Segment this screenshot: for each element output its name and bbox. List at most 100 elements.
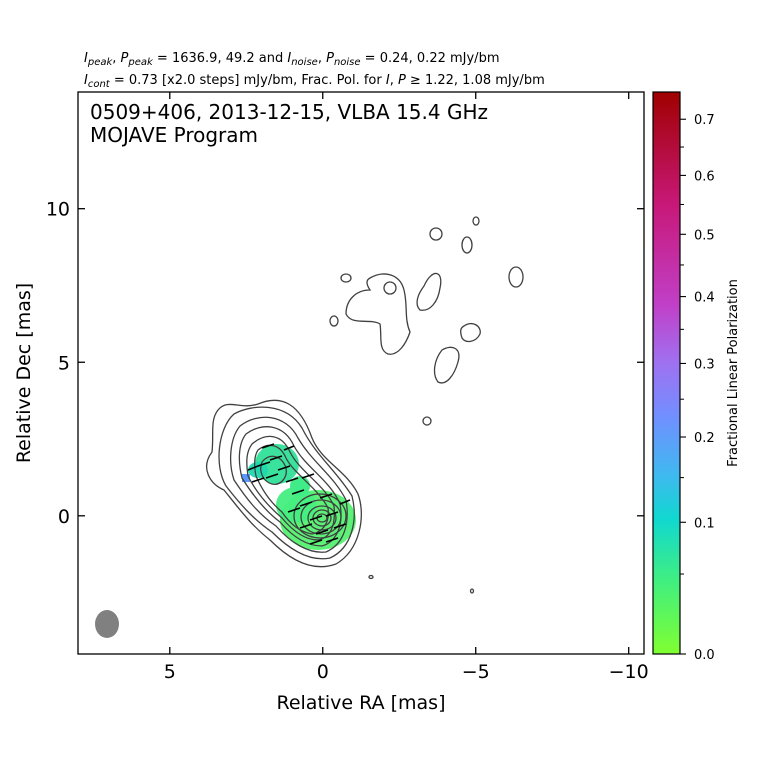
header-part: P bbox=[326, 51, 334, 66]
evpa-tick bbox=[325, 511, 339, 517]
colorbar-label: Fractional Linear Polarization bbox=[726, 279, 741, 467]
contour-blob-c bbox=[429, 227, 443, 241]
plot-title: 0509+406, 2013-12-15, VLBA 15.4 GHz bbox=[90, 100, 488, 124]
axis-ticks: 5 0 −5 −10 0 5 10 bbox=[46, 92, 649, 683]
contour-blob-h bbox=[329, 315, 339, 327]
header-part: peak bbox=[127, 57, 154, 68]
y-tick-label: 5 bbox=[58, 352, 70, 374]
evpa-tick bbox=[285, 477, 299, 483]
colorbar-ticks: 0.0 0.1 0.2 0.3 0.4 0.5 0.6 0.7 bbox=[680, 113, 715, 663]
evpa-tick bbox=[283, 445, 295, 451]
evpa-tick bbox=[291, 489, 305, 495]
evpa-tick bbox=[277, 465, 291, 471]
colorbar-tick-label: 0.3 bbox=[694, 357, 715, 372]
evpa-vectors bbox=[247, 443, 351, 545]
evpa-tick bbox=[299, 501, 313, 507]
contour-level-3 bbox=[229, 416, 348, 553]
evpa-tick bbox=[319, 493, 333, 499]
contour-blob-b bbox=[416, 272, 442, 311]
x-tick-label: 5 bbox=[164, 661, 176, 683]
colorbar-tick-label: 0.4 bbox=[694, 291, 715, 306]
evpa-tick bbox=[265, 473, 279, 479]
contour-blob-a bbox=[383, 281, 397, 295]
x-tick-label: 0 bbox=[317, 661, 329, 683]
contour-core-4 bbox=[312, 509, 332, 527]
header-part: = 1636.9, 49.2 and bbox=[153, 51, 288, 66]
header-part: cont bbox=[88, 79, 111, 90]
contour-level-2 bbox=[218, 406, 355, 560]
evpa-tick bbox=[251, 477, 265, 483]
header-part: P bbox=[121, 51, 129, 66]
contour-blob-i bbox=[460, 322, 481, 343]
evpa-tick bbox=[287, 507, 301, 513]
evpa-tick bbox=[315, 529, 329, 535]
evpa-tick bbox=[333, 523, 347, 529]
header-part: noise bbox=[334, 57, 361, 68]
contour-level-6 bbox=[254, 444, 329, 535]
contour-level-1 bbox=[206, 399, 362, 568]
x-axis-label: Relative RA [mas] bbox=[276, 692, 445, 714]
contour-blob-l bbox=[368, 574, 374, 580]
contour-core-1 bbox=[293, 493, 347, 539]
colorbar-tick-label: 0.7 bbox=[694, 113, 715, 128]
extended-emission-contours bbox=[329, 216, 524, 594]
evpa-tick bbox=[309, 515, 323, 521]
header-part: , bbox=[390, 73, 398, 88]
contour-blob-e bbox=[472, 216, 480, 226]
plot-subtitle: MOJAVE Program bbox=[90, 123, 258, 147]
header-line-1: Ipeak, Ppeak = 1636.9, 49.2 and Inoise, … bbox=[84, 51, 499, 68]
y-tick-label: 10 bbox=[46, 199, 70, 221]
contour-blob-j bbox=[433, 346, 460, 384]
contour-blob-m bbox=[469, 588, 475, 594]
evpa-tick bbox=[261, 443, 275, 449]
colorbar-tick-label: 0.5 bbox=[694, 228, 715, 243]
beam-ellipse bbox=[95, 610, 119, 638]
contour-blob-d bbox=[461, 236, 473, 254]
header-part: I bbox=[287, 51, 291, 66]
evpa-tick bbox=[247, 465, 259, 471]
y-axis-label: Relative Dec [mas] bbox=[13, 283, 35, 463]
colorbar bbox=[653, 92, 680, 654]
contour-diffuse-main bbox=[345, 273, 411, 355]
header-part: ≥ 1.22, 1.08 mJy/bm bbox=[406, 73, 545, 88]
contour-level-5 bbox=[246, 435, 336, 541]
colorbar-tick-label: 0.2 bbox=[694, 431, 715, 446]
evpa-tick bbox=[309, 539, 323, 545]
colorbar-tick-label: 0.6 bbox=[694, 169, 715, 184]
colorbar-frame bbox=[652, 91, 681, 655]
evpa-tick bbox=[301, 473, 315, 479]
pol-patch-blue-pixel bbox=[242, 474, 250, 482]
pol-patch-knot-edge bbox=[248, 462, 268, 478]
plot-frame bbox=[77, 91, 645, 655]
header-part: , bbox=[112, 51, 120, 66]
contour-core-2 bbox=[300, 499, 342, 535]
header-line-2: Icont = 0.73 [x2.0 steps] mJy/bm, Frac. … bbox=[84, 73, 545, 90]
header-part: P bbox=[398, 73, 406, 88]
evpa-tick bbox=[339, 499, 351, 505]
x-tick-label: −10 bbox=[609, 661, 649, 683]
header-part: , bbox=[318, 51, 326, 66]
pol-patch-core-outer bbox=[276, 487, 316, 523]
header-part: peak bbox=[87, 57, 114, 68]
evpa-tick bbox=[269, 455, 283, 461]
contour-knot-inner bbox=[260, 455, 287, 485]
colorbar-tick-label: 0.0 bbox=[694, 648, 715, 663]
y-tick-label: 0 bbox=[58, 506, 70, 528]
header-part: noise bbox=[291, 57, 318, 68]
plot-area bbox=[95, 216, 524, 638]
header-part: I bbox=[84, 51, 88, 66]
contour-blob-f bbox=[508, 266, 524, 288]
colorbar-tick-label: 0.1 bbox=[694, 516, 715, 531]
header-part: I bbox=[84, 73, 88, 88]
evpa-tick bbox=[299, 523, 313, 529]
x-tick-label: −5 bbox=[462, 661, 490, 683]
contour-core-3 bbox=[307, 505, 337, 531]
evpa-tick bbox=[257, 461, 271, 467]
evpa-tick bbox=[325, 537, 339, 543]
polarization-map bbox=[242, 444, 356, 550]
header-part: = 0.24, 0.22 mJy/bm bbox=[361, 51, 500, 66]
header-part: = 0.73 [x2.0 steps] mJy/bm, Frac. Pol. f… bbox=[110, 73, 386, 88]
header-part: I bbox=[386, 73, 390, 88]
contour-blob-g bbox=[340, 273, 352, 283]
